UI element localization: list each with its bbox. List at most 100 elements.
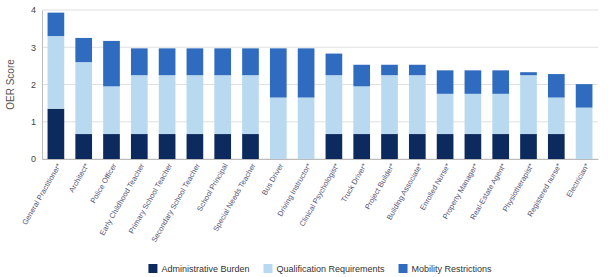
bar-segment — [548, 134, 565, 159]
bar-segment — [353, 134, 370, 159]
x-tick-label: Special Needs Teacher — [211, 161, 258, 233]
grid-line — [42, 121, 598, 122]
legend-swatch — [399, 264, 408, 273]
y-tick-label: 4 — [31, 5, 36, 15]
bar-segment — [492, 94, 509, 134]
chart: 0 1 2 3 4 General Practitioner*Architect*Poli… — [0, 0, 608, 277]
x-axis: General Practitioner*Architect*Police Of… — [20, 160, 598, 244]
bar-segment — [437, 70, 454, 93]
bar-segment — [326, 75, 343, 134]
y-axis-line — [42, 11, 43, 160]
x-tick: Secondary School Teacher — [149, 161, 202, 243]
bar-segment — [103, 41, 120, 86]
grid-line — [42, 159, 598, 160]
x-tick: Bus Driver — [260, 161, 286, 196]
x-tick-label: Architect* — [67, 162, 91, 194]
x-tick-label: Secondary School Teacher — [149, 161, 202, 243]
bar-segment — [159, 48, 176, 75]
bar-segment — [298, 48, 315, 97]
grid-line — [42, 47, 598, 48]
bar-segment — [465, 94, 482, 134]
bar-segment — [48, 109, 65, 159]
bar-segment — [131, 134, 148, 159]
x-tick-label: Police Officer — [88, 161, 118, 204]
legend-item: Qualification Requirements — [263, 264, 385, 274]
bar-segment — [242, 134, 259, 159]
bar-segment — [159, 75, 176, 134]
x-tick-label: Bus Driver — [260, 161, 286, 196]
bar-segment — [103, 134, 120, 159]
y-tick: 0 — [31, 154, 42, 164]
y-tick-label: 2 — [31, 80, 36, 90]
bar-segment — [409, 75, 426, 134]
bar-segment — [187, 134, 204, 159]
legend-label: Qualification Requirements — [276, 264, 385, 274]
legend: Administrative Burden Qualification Requi… — [148, 264, 492, 274]
legend-label: Administrative Burden — [161, 264, 249, 274]
bar-segment — [187, 48, 204, 75]
legend-label: Mobility Restrictions — [412, 264, 493, 274]
grid-line — [42, 84, 598, 85]
bar-segment — [270, 48, 287, 97]
y-tick-label: 3 — [31, 43, 36, 53]
x-tick: Truck Driver* — [339, 162, 369, 204]
legend-swatch — [263, 264, 272, 273]
bar-segment — [75, 134, 92, 159]
bar-segment — [242, 48, 259, 75]
x-axis-line — [43, 159, 599, 160]
y-tick-label: 0 — [31, 154, 36, 164]
bar-segment — [520, 72, 537, 75]
y-axis-title: OER Score — [5, 59, 16, 110]
x-tick: Clinical Psychologist* — [297, 162, 340, 228]
y-tick: 1 — [31, 117, 42, 127]
bar-segment — [409, 65, 426, 75]
bar-segment — [187, 75, 204, 134]
x-tick-label: Truck Driver* — [339, 162, 369, 204]
bar-segment — [465, 134, 482, 159]
bar-segment — [242, 75, 259, 134]
bar-segment — [548, 98, 565, 135]
plot: 0 1 2 3 4 General Practitioner*Architect*Poli… — [5, 5, 599, 243]
legend-item: Mobility Restrictions — [399, 264, 493, 274]
grid — [42, 10, 598, 159]
y-tick: 2 — [31, 80, 42, 90]
bar-segment — [214, 134, 231, 159]
x-tick: Real-Estate Agent* — [468, 162, 508, 221]
bar-segment — [326, 134, 343, 159]
x-tick-label: Registered nurse* — [525, 162, 563, 219]
grid-line — [42, 10, 598, 11]
bar-segment — [548, 74, 565, 97]
bar-segment — [159, 134, 176, 159]
x-tick: Special Needs Teacher — [211, 161, 258, 233]
x-tick: Police Officer — [88, 161, 118, 204]
bar-segment — [353, 86, 370, 134]
bar-segment — [520, 134, 537, 159]
y-tick: 3 — [31, 43, 42, 53]
bar-segment — [492, 134, 509, 159]
bar-segment — [131, 75, 148, 134]
bar-segment — [576, 108, 593, 159]
x-tick: General Practitioner* — [20, 162, 63, 227]
y-axis: 0 1 2 3 4 — [31, 5, 43, 164]
bar-segment — [326, 54, 343, 76]
bar-segment — [492, 70, 509, 93]
x-tick-label: Real-Estate Agent* — [468, 162, 508, 221]
bar-segment — [48, 13, 65, 36]
bar-segment — [131, 48, 148, 75]
x-tick-label: Electrician* — [565, 162, 592, 199]
x-tick-label: Building Associate* — [385, 162, 425, 222]
bar-segment — [75, 62, 92, 134]
bar-segment — [576, 84, 593, 107]
bar-series — [48, 36, 593, 159]
bar-segment — [270, 98, 287, 159]
x-tick-label: Clinical Psychologist* — [297, 162, 340, 228]
x-tick-label: General Practitioner* — [20, 162, 63, 227]
x-tick: Registered nurse* — [525, 162, 563, 219]
y-tick: 4 — [31, 5, 42, 15]
bar-segment — [353, 65, 370, 87]
x-tick: Electrician* — [565, 162, 592, 199]
y-tick-label: 1 — [31, 117, 36, 127]
bar-segment — [298, 98, 315, 159]
bar-segment — [520, 75, 537, 134]
bar-segment — [381, 65, 398, 75]
